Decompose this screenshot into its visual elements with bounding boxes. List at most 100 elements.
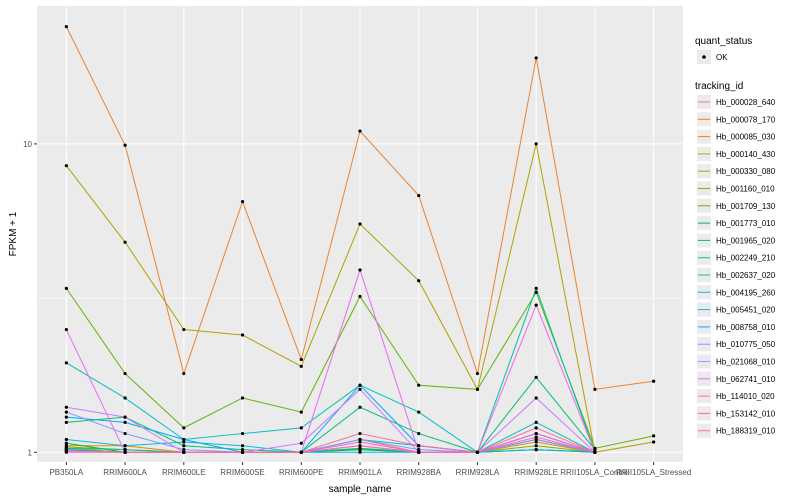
data-point [358, 431, 362, 436]
data-point [123, 396, 127, 400]
data-point [358, 294, 362, 299]
legend-label: Hb_000330_080 [716, 167, 776, 176]
data-point [182, 371, 186, 376]
data-point [240, 448, 245, 452]
data-point [182, 327, 186, 332]
data-point [182, 440, 186, 444]
x-tick-label: RRIM600PE [279, 468, 323, 477]
legend-quant-title: quant_status [695, 36, 752, 47]
legend-label: Hb_153142_010 [716, 409, 776, 418]
x-tick-label: RRIM928BA [396, 468, 441, 477]
series-line [66, 388, 596, 453]
data-point [299, 410, 303, 414]
data-point [123, 415, 127, 419]
x-tick-label: RRIM600LA [103, 468, 147, 477]
series-points [64, 25, 656, 454]
data-point [182, 448, 186, 452]
data-point [64, 361, 68, 365]
data-point [64, 164, 68, 168]
legend-label: Hb_002637_020 [716, 271, 776, 280]
data-point [182, 450, 186, 454]
data-point [240, 199, 245, 204]
data-point [64, 449, 68, 453]
data-point [358, 129, 362, 133]
data-point [593, 448, 597, 452]
legend-label: Hb_001773_010 [716, 219, 776, 228]
legend-label: Hb_008758_010 [716, 323, 776, 332]
legend-label: Hb_000028_640 [716, 98, 776, 107]
data-point [534, 286, 538, 290]
data-point [534, 290, 538, 294]
data-point [64, 405, 68, 409]
data-point [64, 327, 68, 332]
data-point [534, 420, 538, 424]
data-point [64, 25, 68, 29]
legend-label: Hb_000078_170 [716, 115, 776, 124]
x-tick-label: RRIM600LE [162, 468, 206, 477]
legend-quant-point [702, 55, 706, 59]
data-point [358, 444, 362, 448]
data-point [123, 240, 127, 244]
data-point [358, 440, 362, 444]
data-point [64, 420, 68, 424]
legend-label: Hb_001709_130 [716, 202, 776, 211]
data-point [417, 431, 421, 436]
legend-label: Hb_002249_210 [716, 254, 776, 263]
series-line [66, 286, 596, 453]
x-tick-label: RRIM928LA [456, 468, 500, 477]
data-point [123, 431, 127, 436]
data-point [417, 450, 421, 454]
data-point [534, 435, 538, 439]
legend-quant-label: OK [716, 53, 728, 62]
data-point [240, 450, 245, 454]
data-point [358, 387, 362, 391]
data-point [417, 193, 421, 198]
data-point [358, 446, 362, 450]
data-point [182, 444, 186, 448]
x-tick-label: PB350LA [49, 468, 83, 477]
data-point [123, 371, 127, 376]
data-point [299, 441, 303, 445]
data-point [64, 437, 68, 442]
legend-label: Hb_005451_020 [716, 306, 776, 315]
legend-label: Hb_000085_030 [716, 133, 776, 142]
data-point [240, 333, 245, 337]
data-point [534, 437, 538, 442]
data-point [534, 448, 538, 452]
data-point [358, 437, 362, 442]
data-point [417, 279, 421, 283]
data-point [417, 383, 421, 387]
data-point [240, 431, 245, 436]
legend: quant_status OK tracking_id Hb_000028_64… [695, 36, 776, 438]
series-line [66, 411, 596, 453]
legend-label: Hb_000140_430 [716, 150, 776, 159]
data-point [123, 444, 127, 448]
data-point [475, 387, 480, 391]
data-point [123, 420, 127, 424]
y-axis: 1 10 [23, 140, 37, 457]
x-tick-label: RRII105LA_Stressed [616, 468, 691, 477]
data-point [358, 222, 362, 226]
x-tick-label: RRIM600SE [220, 468, 264, 477]
legend-items: Hb_000028_640 Hb_000078_170 Hb_000085_030 H… [697, 95, 776, 438]
series-line [66, 427, 596, 453]
data-point [64, 286, 68, 290]
y-tick-label: 1 [28, 448, 33, 457]
data-point [475, 450, 480, 454]
data-point [182, 426, 186, 430]
data-point [358, 268, 362, 272]
y-tick-label: 10 [23, 140, 32, 149]
legend-label: Hb_001965_020 [716, 236, 776, 245]
series-line [66, 362, 596, 453]
x-axis-title: sample_name [329, 484, 392, 495]
legend-label: Hb_021068_010 [716, 358, 776, 367]
data-point [534, 142, 538, 146]
data-point [652, 440, 656, 444]
data-point [417, 448, 421, 452]
data-point [534, 56, 538, 60]
data-point [417, 444, 421, 448]
data-point [299, 364, 303, 368]
legend-label: Hb_114010_020 [716, 392, 775, 401]
legend-label: Hb_004195_260 [716, 288, 776, 297]
